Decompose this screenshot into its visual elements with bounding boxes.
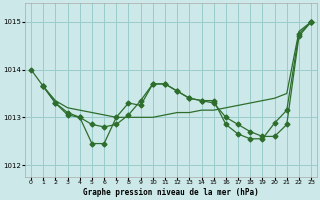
X-axis label: Graphe pression niveau de la mer (hPa): Graphe pression niveau de la mer (hPa) xyxy=(83,188,259,197)
